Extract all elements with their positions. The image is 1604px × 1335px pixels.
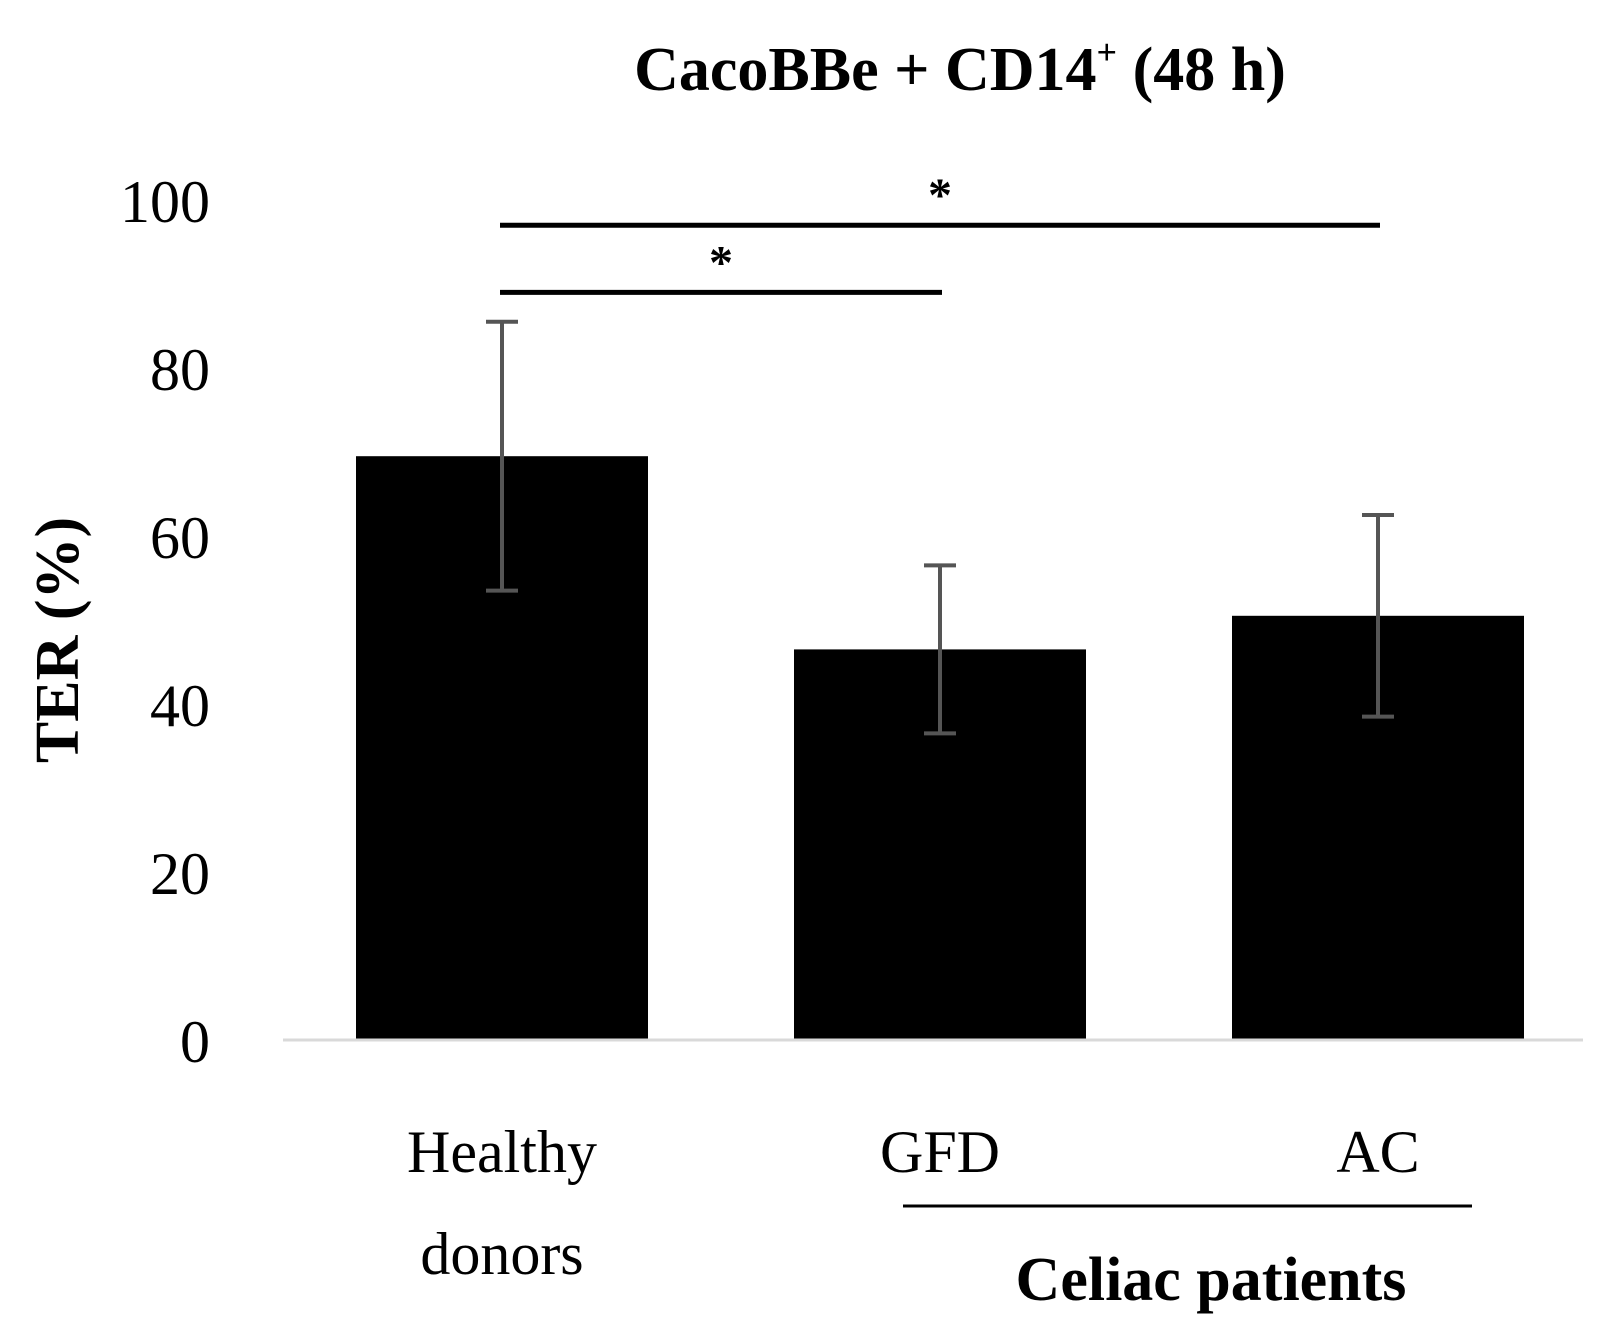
category-label-line2: donors bbox=[420, 1221, 583, 1287]
y-tick-label: 20 bbox=[150, 841, 210, 907]
y-tick-label: 0 bbox=[180, 1009, 210, 1075]
category-label: AC bbox=[1336, 1119, 1419, 1185]
x-axis-categories: Healthy donors GFD AC bbox=[407, 1119, 1420, 1287]
significance-star: * bbox=[709, 236, 733, 289]
y-tick-label: 80 bbox=[150, 337, 210, 403]
category-label: GFD bbox=[880, 1119, 1000, 1185]
category-label: Healthy bbox=[407, 1119, 597, 1185]
y-tick-label: 100 bbox=[120, 169, 210, 235]
y-tick-label: 40 bbox=[150, 673, 210, 739]
group-label: Celiac patients bbox=[1016, 1246, 1407, 1314]
y-tick-label: 60 bbox=[150, 505, 210, 571]
bars bbox=[356, 456, 1524, 1040]
y-axis-ticks: 0 20 40 60 80 100 bbox=[120, 169, 210, 1075]
error-bars bbox=[486, 319, 1394, 736]
title-main: CacoBBe + CD14 bbox=[634, 36, 1096, 104]
chart-title: CacoBBe + CD14+ (48 h) bbox=[634, 32, 1286, 104]
significance-star: * bbox=[928, 169, 952, 222]
title-superscript: + bbox=[1097, 32, 1118, 72]
title-suffix: (48 h) bbox=[1117, 36, 1286, 104]
y-axis-label: TER (%) bbox=[24, 517, 92, 763]
significance-brackets: ** bbox=[500, 169, 1380, 295]
